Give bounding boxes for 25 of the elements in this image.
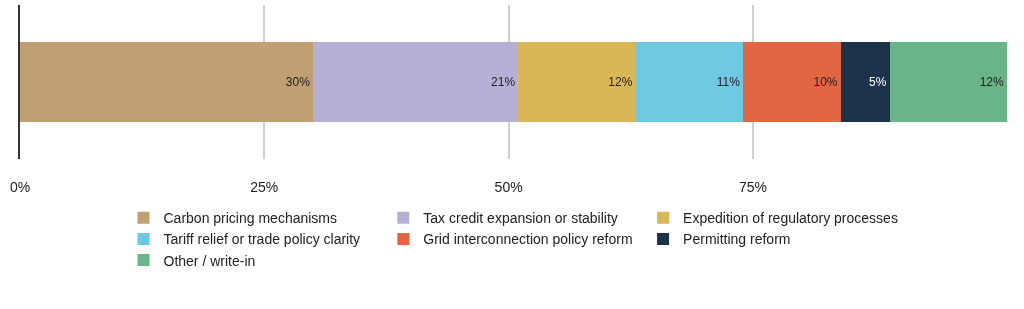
x-tick-label: 50% xyxy=(494,179,523,195)
bar xyxy=(743,41,841,123)
legend-label: Permitting reform xyxy=(683,231,791,248)
x-tick-label: 25% xyxy=(250,179,279,195)
bar xyxy=(840,41,890,123)
bar xyxy=(635,41,744,123)
data-label: 12% xyxy=(608,75,633,89)
data-label: 12% xyxy=(979,75,1004,89)
bar xyxy=(20,41,314,123)
legend-label: Grid interconnection policy reform xyxy=(423,231,633,248)
bar xyxy=(313,41,519,123)
legend-label: Tax credit expansion or stability xyxy=(423,210,618,227)
legend-label: Carbon pricing mechanisms xyxy=(163,210,338,227)
data-label: 30% xyxy=(285,75,311,89)
data-label: 5% xyxy=(869,75,887,89)
bar xyxy=(889,41,1007,123)
data-label: 10% xyxy=(813,75,838,89)
data-label: 21% xyxy=(491,75,516,89)
legend-label: Tariff relief or trade policy clarity xyxy=(163,231,361,248)
x-tick-label: 75% xyxy=(738,179,767,195)
x-tick-label: 0% xyxy=(9,179,31,195)
bar xyxy=(518,41,636,123)
legend-label: Expedition of regulatory processes xyxy=(683,210,898,227)
legend-label: Other / write-in xyxy=(163,252,256,269)
data-label: 11% xyxy=(716,75,741,89)
